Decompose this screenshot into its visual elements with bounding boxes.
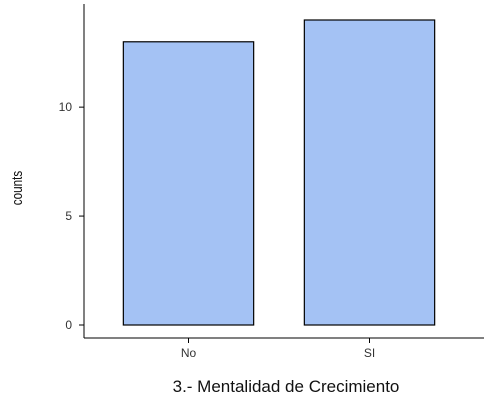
- axes-group: [83, 4, 484, 339]
- x-tick-label: SI: [364, 346, 375, 360]
- x-tick-label: No: [181, 346, 197, 360]
- y-tick-label: 0: [65, 318, 72, 332]
- y-tick-label: 5: [65, 209, 72, 223]
- y-tick-label: 10: [59, 100, 73, 114]
- x-ticks-group: No SI: [181, 338, 375, 360]
- x-axis-title: 3.- Mentalidad de Crecimiento: [173, 377, 400, 396]
- y-ticks-group: 0 5 10: [59, 100, 84, 332]
- bars-group: [122, 19, 436, 326]
- bar-no: [122, 41, 255, 326]
- bar-si: [303, 19, 436, 326]
- y-axis-title: counts: [9, 171, 26, 206]
